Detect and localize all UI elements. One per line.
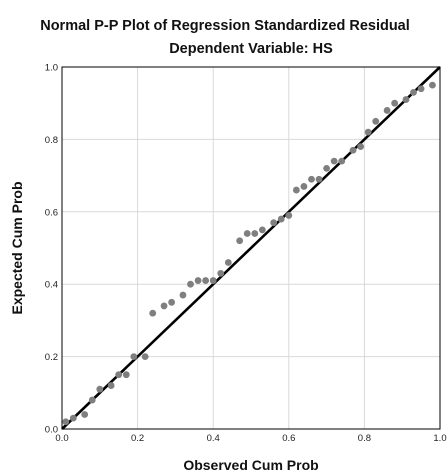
data-point [62, 418, 70, 426]
data-point [285, 212, 293, 219]
x-tick-label: 1.0 [433, 433, 446, 444]
data-point [330, 157, 338, 165]
data-point [383, 107, 391, 114]
data-point [202, 277, 210, 284]
data-point [81, 411, 89, 418]
y-tick-label: 0.8 [45, 135, 58, 146]
grid-lines [62, 67, 440, 429]
data-point [417, 85, 425, 93]
data-point [292, 186, 300, 194]
y-tick-label: 1.0 [45, 63, 58, 74]
x-axis-label: Observed Cum Prob [183, 457, 318, 472]
data-point [391, 99, 399, 107]
data-point [69, 414, 77, 422]
chart-subtitle: Dependent Variable: HS [169, 41, 333, 57]
plot-frame [61, 66, 441, 430]
data-point [179, 291, 187, 299]
data-point [187, 280, 194, 288]
data-point [168, 298, 176, 306]
data-point [357, 143, 365, 151]
x-tick-label: 0.4 [207, 433, 220, 444]
data-point [217, 269, 225, 277]
data-point [364, 128, 372, 136]
data-point [141, 353, 149, 360]
data-point [107, 382, 115, 389]
y-tick-label: 0.6 [45, 207, 58, 218]
data-point [115, 371, 123, 379]
data-point [209, 277, 217, 284]
x-tick-label: 0.2 [131, 433, 144, 444]
x-tick-label: 0.0 [55, 433, 68, 444]
data-point [429, 81, 436, 89]
y-tick-label: 0.2 [45, 352, 58, 363]
data-point [277, 215, 285, 223]
data-point [270, 219, 278, 227]
data-point [224, 259, 232, 266]
data-point [315, 175, 323, 183]
data-point [251, 230, 259, 237]
data-point [300, 183, 308, 190]
data-point [96, 385, 104, 393]
reference-line [61, 66, 441, 430]
data-point [243, 230, 251, 237]
data-point [338, 157, 346, 165]
data-point [402, 96, 410, 103]
data-point [88, 396, 96, 404]
y-tick-label: 0.4 [45, 280, 58, 291]
data-point [372, 117, 380, 125]
data-point [258, 226, 266, 234]
data-point [349, 146, 357, 154]
data-point [308, 175, 315, 183]
x-tick-labels: 0.0 0.2 0.4 0.6 0.8 1.0 [55, 433, 446, 444]
data-point [410, 88, 417, 96]
data-point [236, 237, 244, 245]
y-axis-label: Expected Cum Prob [9, 181, 25, 314]
data-point [130, 353, 138, 360]
x-tick-label: 0.8 [358, 433, 371, 444]
y-tick-label: 0.0 [45, 425, 58, 436]
data-point [149, 309, 157, 317]
data-point [160, 302, 168, 310]
data-points [62, 81, 436, 426]
y-tick-labels: 0.0 0.2 0.4 0.6 0.8 1.0 [45, 63, 58, 436]
data-point [122, 371, 130, 379]
data-point [323, 164, 330, 172]
chart-title: Normal P-P Plot of Regression Standardiz… [40, 18, 410, 34]
data-point [194, 277, 202, 284]
x-tick-label: 0.6 [282, 433, 295, 444]
